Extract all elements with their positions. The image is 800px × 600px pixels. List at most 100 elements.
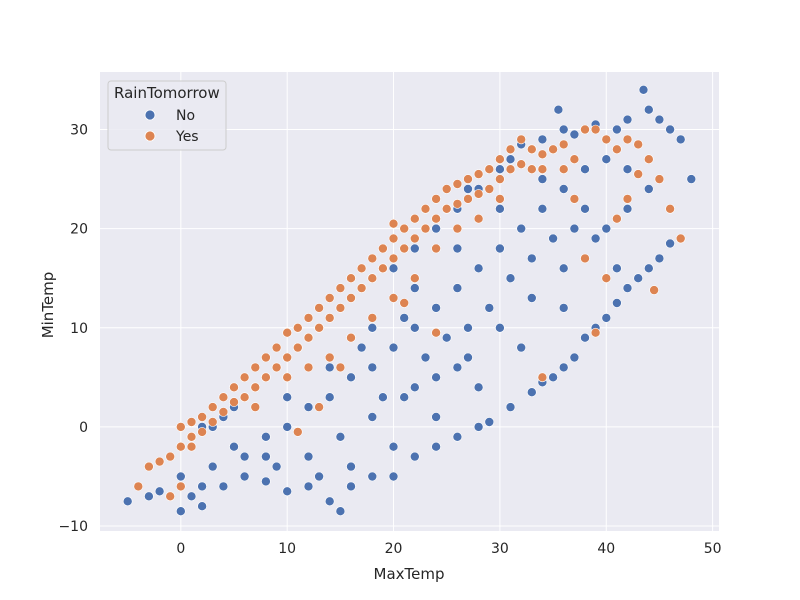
point-no	[346, 481, 356, 492]
point-no	[229, 441, 239, 452]
point-yes	[303, 362, 314, 373]
point-no	[526, 387, 537, 398]
point-no	[558, 124, 569, 135]
point-yes	[271, 362, 282, 373]
point-no	[654, 114, 665, 125]
point-yes	[612, 144, 622, 155]
point-yes	[186, 441, 197, 452]
point-no	[580, 164, 590, 174]
y-tick-label: 0	[79, 420, 88, 436]
point-yes	[197, 412, 207, 422]
point-no	[526, 253, 537, 264]
point-yes	[495, 194, 505, 204]
point-yes	[558, 164, 569, 174]
point-yes	[261, 352, 271, 363]
point-no	[463, 184, 473, 194]
point-yes	[282, 372, 293, 383]
point-yes	[484, 164, 495, 174]
point-yes	[420, 204, 431, 214]
point-no	[409, 382, 420, 393]
point-yes	[271, 342, 282, 353]
point-yes	[633, 169, 644, 179]
point-no	[409, 283, 420, 293]
point-no	[261, 431, 271, 442]
point-no	[665, 124, 675, 135]
point-yes	[335, 362, 346, 373]
point-no	[271, 461, 282, 472]
point-yes	[484, 184, 495, 194]
point-no	[186, 491, 197, 502]
point-no	[505, 154, 516, 164]
point-yes	[218, 392, 229, 403]
point-no	[612, 124, 622, 135]
point-no	[335, 506, 346, 517]
point-no	[633, 273, 644, 284]
point-yes	[314, 303, 324, 313]
point-yes	[197, 427, 207, 437]
point-yes	[367, 313, 378, 323]
point-yes	[526, 144, 537, 155]
point-yes	[548, 144, 558, 155]
point-no	[622, 114, 633, 125]
point-no	[495, 164, 505, 174]
point-no	[303, 451, 314, 462]
point-yes	[165, 491, 175, 502]
point-no	[452, 283, 463, 293]
point-yes	[622, 194, 633, 204]
point-no	[580, 332, 590, 343]
point-no	[638, 85, 649, 95]
point-no	[569, 352, 580, 363]
point-yes	[431, 213, 441, 224]
legend-marker-no	[144, 109, 156, 121]
point-no	[144, 491, 154, 502]
point-no	[431, 303, 441, 313]
point-no	[558, 184, 569, 194]
point-no	[409, 243, 420, 254]
point-yes	[388, 293, 399, 303]
point-no	[484, 303, 495, 313]
point-yes	[303, 313, 314, 323]
point-no	[601, 313, 612, 323]
y-axis-label: MinTemp	[39, 272, 57, 339]
point-yes	[452, 179, 463, 189]
point-yes	[675, 233, 686, 244]
point-no	[356, 342, 367, 353]
point-yes	[250, 362, 261, 373]
point-no	[154, 486, 165, 497]
point-no	[282, 486, 293, 497]
point-no	[431, 223, 441, 234]
point-no	[569, 129, 580, 140]
x-tick-label: 30	[491, 541, 509, 557]
point-yes	[495, 154, 505, 164]
point-yes	[388, 233, 399, 244]
legend-title: RainTomorrow	[114, 84, 220, 102]
point-yes	[473, 169, 484, 179]
point-yes	[282, 352, 293, 363]
point-no	[452, 362, 463, 373]
point-yes	[367, 253, 378, 264]
point-yes	[292, 342, 303, 353]
point-no	[473, 422, 484, 432]
point-yes	[643, 154, 654, 164]
point-no	[495, 322, 505, 333]
point-yes	[239, 372, 250, 383]
point-no	[239, 471, 250, 482]
point-no	[654, 253, 665, 264]
point-no	[495, 204, 505, 214]
point-no	[558, 303, 569, 313]
point-no	[537, 204, 548, 214]
point-no	[622, 164, 633, 174]
point-no	[452, 243, 463, 254]
point-no	[686, 174, 697, 184]
point-no	[431, 412, 441, 422]
point-yes	[165, 451, 175, 462]
point-no	[388, 342, 399, 353]
point-yes	[292, 427, 303, 437]
point-yes	[580, 253, 590, 264]
point-no	[282, 392, 293, 403]
point-no	[537, 134, 548, 145]
point-yes	[250, 402, 261, 412]
legend-marker-yes	[144, 130, 156, 142]
point-no	[409, 322, 420, 333]
point-yes	[558, 139, 569, 150]
